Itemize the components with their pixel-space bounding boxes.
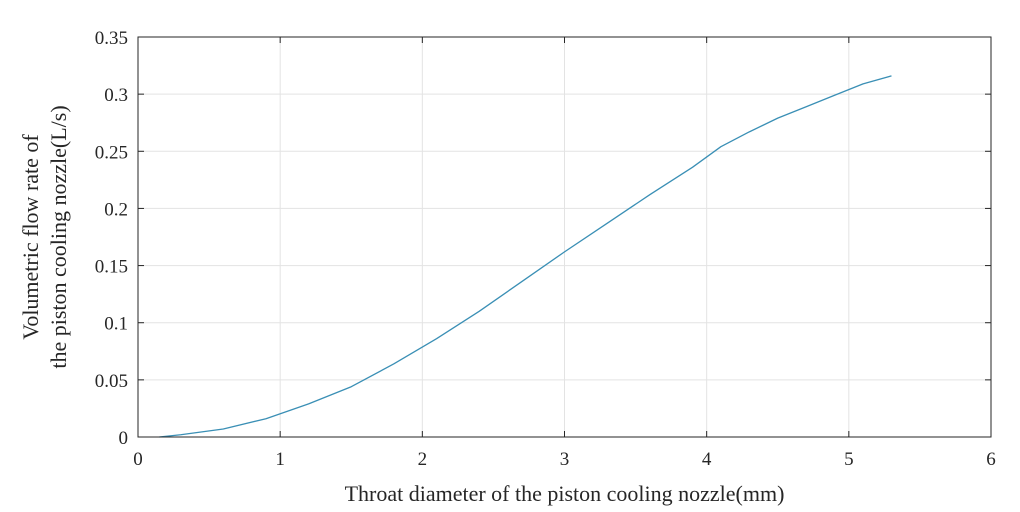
x-tick-label: 1 <box>275 449 285 470</box>
series-line-0 <box>159 75 892 438</box>
series-layer <box>159 75 892 438</box>
y-axis-title-line-2: the piston cooling nozzle(L/s) <box>46 105 71 368</box>
y-tick-label: 0 <box>119 428 129 449</box>
x-axis-title: Throat diameter of the piston cooling no… <box>345 481 785 506</box>
x-tick-label: 0 <box>133 449 143 470</box>
y-tick-label: 0.25 <box>95 142 128 163</box>
y-tick-label: 0.1 <box>104 314 128 335</box>
y-tick-label: 0.35 <box>95 28 128 49</box>
y-tick-labels: 0 0.05 0.1 0.15 0.2 0.25 0.3 0.35 <box>95 28 128 449</box>
y-tick-label: 0.2 <box>104 199 128 220</box>
x-tick-label: 6 <box>986 449 996 470</box>
y-axis-title: Volumetric flow rate of the piston cooli… <box>18 105 71 368</box>
x-tick-labels: 0 1 2 3 4 5 6 <box>133 449 996 470</box>
x-tick-label: 2 <box>418 449 428 470</box>
y-tick-label: 0.15 <box>95 257 128 278</box>
x-tick-label: 3 <box>560 449 570 470</box>
y-axis-title-line-1: Volumetric flow rate of <box>18 134 43 340</box>
grid <box>137 36 992 438</box>
x-tick-label: 5 <box>844 449 854 470</box>
x-tick-label: 4 <box>702 449 712 470</box>
y-tick-label: 0.05 <box>95 371 128 392</box>
y-tick-label: 0.3 <box>104 85 128 106</box>
tick-marks <box>137 36 992 438</box>
